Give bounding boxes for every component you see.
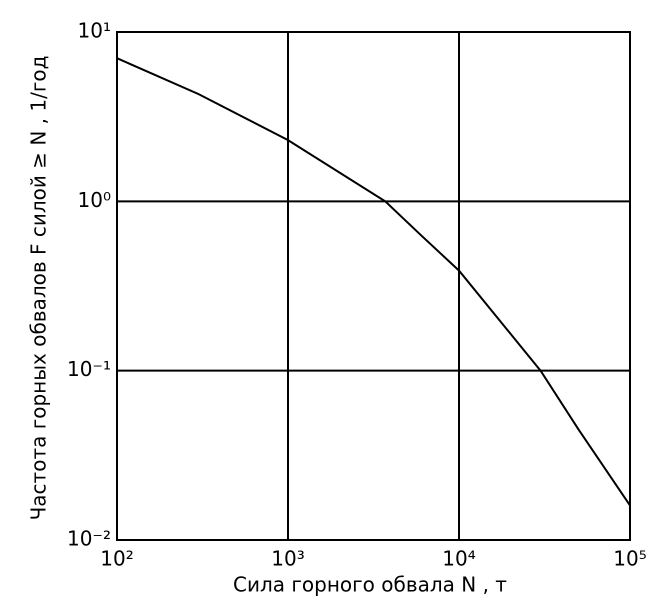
x-tick-label: 10³: [271, 547, 304, 571]
x-tick-label: 10⁵: [613, 547, 646, 571]
x-tick-label: 10²: [100, 547, 133, 571]
y-tick-label: 10⁻¹: [67, 357, 111, 381]
x-axis-label: Сила горного обвала N , т: [233, 573, 507, 597]
x-tick-label: 10⁴: [442, 547, 475, 571]
y-tick-label: 10⁻²: [67, 527, 111, 551]
plot-frame: [116, 31, 631, 541]
data-line: [116, 57, 631, 506]
y-tick-label: 10⁰: [78, 188, 111, 212]
y-axis-label: Частота горных обвалов F силой ≥ N , 1/г…: [27, 56, 51, 521]
y-tick-label: 10¹: [78, 19, 111, 43]
